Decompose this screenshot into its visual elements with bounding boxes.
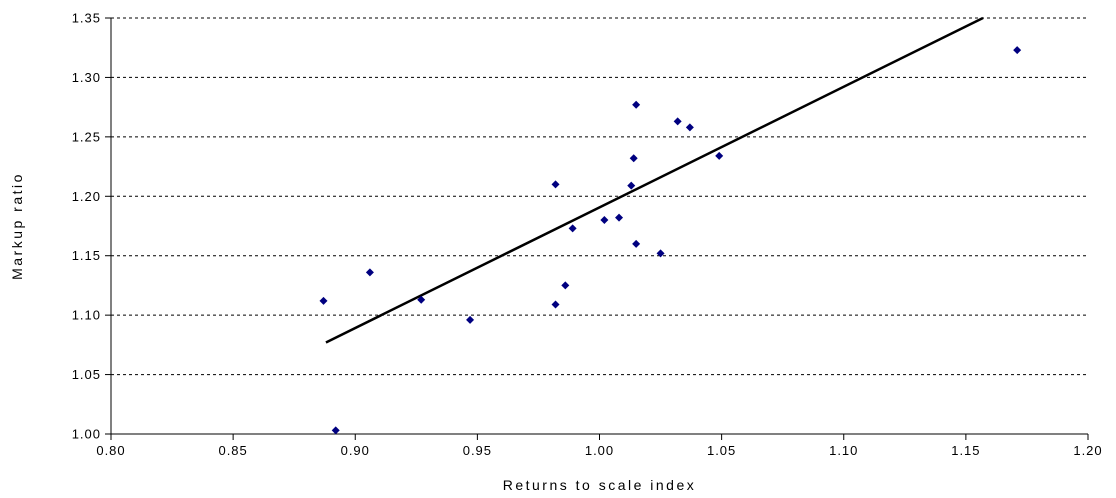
data-point bbox=[632, 100, 641, 109]
data-point bbox=[466, 315, 475, 324]
data-point bbox=[685, 123, 694, 132]
data-point bbox=[656, 249, 665, 258]
data-point bbox=[632, 239, 641, 248]
data-point bbox=[561, 281, 570, 290]
y-tick-label: 1.15 bbox=[72, 248, 101, 263]
x-tick-label: 1.10 bbox=[829, 443, 858, 458]
y-axis-title: Markup ratio bbox=[9, 172, 25, 280]
data-point bbox=[551, 180, 560, 189]
gridlines bbox=[111, 17, 1088, 376]
x-tick-label: 1.05 bbox=[707, 443, 736, 458]
y-tick-label: 1.30 bbox=[72, 70, 101, 85]
x-axis-title: Returns to scale index bbox=[503, 477, 697, 493]
x-tick-labels: 0.80 0.85 0.90 0.95 1.00 1.05 1.10 1.15 1.20 bbox=[96, 443, 1102, 458]
y-tick-labels: 1.00 1.05 1.10 1.15 1.20 1.25 1.30 1.35 bbox=[72, 11, 101, 442]
y-tick-label: 1.25 bbox=[72, 129, 101, 144]
data-point bbox=[715, 151, 724, 160]
y-tick-label: 1.35 bbox=[72, 11, 101, 26]
y-tick-label: 1.10 bbox=[72, 308, 101, 323]
data-point bbox=[319, 296, 328, 305]
data-point bbox=[615, 213, 624, 222]
data-point bbox=[1013, 46, 1022, 55]
x-tick-label: 0.95 bbox=[463, 443, 492, 458]
y-tick-label: 1.05 bbox=[72, 367, 101, 382]
trendline-group bbox=[325, 16, 984, 344]
data-point bbox=[551, 300, 560, 309]
data-point bbox=[365, 268, 374, 277]
x-tick-label: 1.20 bbox=[1073, 443, 1102, 458]
x-tick-label: 1.15 bbox=[951, 443, 980, 458]
x-tick-label: 1.00 bbox=[585, 443, 614, 458]
axes bbox=[105, 17, 1089, 440]
x-tick-label: 0.80 bbox=[96, 443, 125, 458]
y-tick-label: 1.00 bbox=[72, 427, 101, 442]
x-tick-label: 0.90 bbox=[341, 443, 370, 458]
data-point bbox=[417, 295, 426, 304]
data-point bbox=[627, 181, 636, 190]
trendline bbox=[325, 16, 984, 344]
data-point bbox=[629, 154, 638, 163]
data-point bbox=[568, 224, 577, 233]
data-point bbox=[673, 117, 682, 126]
x-tick-label: 0.85 bbox=[218, 443, 247, 458]
data-point bbox=[331, 426, 340, 435]
data-points bbox=[319, 46, 1022, 435]
y-tick-label: 1.20 bbox=[72, 189, 101, 204]
data-point bbox=[600, 216, 609, 225]
